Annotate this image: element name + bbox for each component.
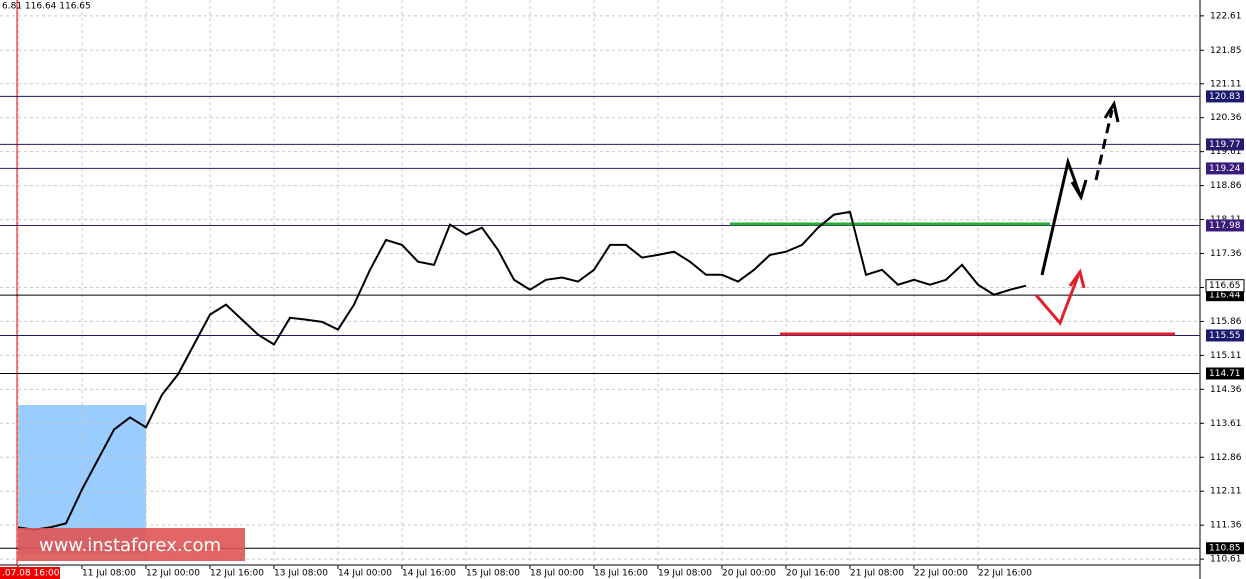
y-tick-label: 115.11: [1210, 351, 1242, 361]
x-tick-label: 22 Jul 00:00: [914, 569, 968, 579]
x-tick-label: 22 Jul 16:00: [978, 569, 1032, 579]
y-tick-label: 114.36: [1210, 385, 1242, 395]
level-label: 110.85: [1209, 544, 1241, 554]
y-tick-label: 122.61: [1210, 11, 1242, 21]
y-tick-label: 113.61: [1210, 419, 1242, 429]
x-start-box: [0, 567, 60, 579]
x-tick-label: 20 Jul 16:00: [786, 569, 840, 579]
y-tick-label: 121.85: [1210, 46, 1242, 56]
x-tick-label: 20 Jul 00:00: [722, 569, 776, 579]
current-box: [1205, 279, 1245, 293]
x-tick-label: 14 Jul 00:00: [338, 569, 392, 579]
level-label: 114.71: [1209, 369, 1241, 379]
y-tick-label: 112.11: [1210, 487, 1242, 497]
level-label: 116.44: [1209, 291, 1241, 301]
y-tick-label: 120.36: [1210, 113, 1242, 123]
y-tick-label: 110.61: [1210, 555, 1242, 565]
x-tick-label: 21 Jul 08:00: [850, 569, 904, 579]
level-label: 115.55: [1209, 331, 1241, 341]
forecast-arrows: [1034, 100, 1120, 326]
x-tick-label: 18 Jul 16:00: [594, 569, 648, 579]
y-tick-label: 119.61: [1210, 147, 1242, 157]
level-box: [1206, 289, 1244, 302]
level-box: [1206, 219, 1244, 232]
y-tick-label: 117.36: [1210, 249, 1242, 259]
level-label: 119.77: [1209, 140, 1241, 150]
level-box: [1206, 367, 1244, 380]
x-tick-label: 19 Jul 08:00: [658, 569, 712, 579]
watermark-box: [18, 528, 245, 561]
level-box: [1206, 138, 1244, 151]
current-price-label: 116.65: [1209, 281, 1241, 291]
y-tick-label: 118.86: [1210, 181, 1242, 191]
level-label: 120.83: [1209, 92, 1241, 102]
price-line: [17, 210, 1027, 531]
x-tick-label: 18 Jul 00:00: [530, 569, 584, 579]
x-tick-label: 12 Jul 16:00: [210, 569, 264, 579]
x-tick-label: 12 Jul 00:00: [146, 569, 200, 579]
level-box: [1206, 162, 1244, 175]
level-box: [1206, 90, 1244, 103]
level-label: 119.24: [1209, 164, 1241, 174]
x-tick-label: .07.08 16:00: [2, 569, 60, 579]
y-tick-label: 115.86: [1210, 317, 1242, 327]
x-tick-label: 13 Jul 08:00: [274, 569, 328, 579]
y-tick-label: 121.11: [1210, 79, 1242, 89]
watermark: www.instaforex.com: [39, 535, 221, 556]
x-tick-label: 11 Jul 08:00: [82, 569, 136, 579]
y-tick-label: 112.86: [1210, 453, 1242, 463]
x-tick-label: 15 Jul 08:00: [466, 569, 520, 579]
y-tick-label: 111.36: [1210, 521, 1242, 531]
level-label: 117.98: [1209, 221, 1241, 231]
x-tick-label: 14 Jul 16:00: [402, 569, 456, 579]
level-box: [1206, 542, 1244, 555]
header-info: 6.81 116.64 116.65: [2, 2, 91, 12]
level-box: [1206, 329, 1244, 342]
